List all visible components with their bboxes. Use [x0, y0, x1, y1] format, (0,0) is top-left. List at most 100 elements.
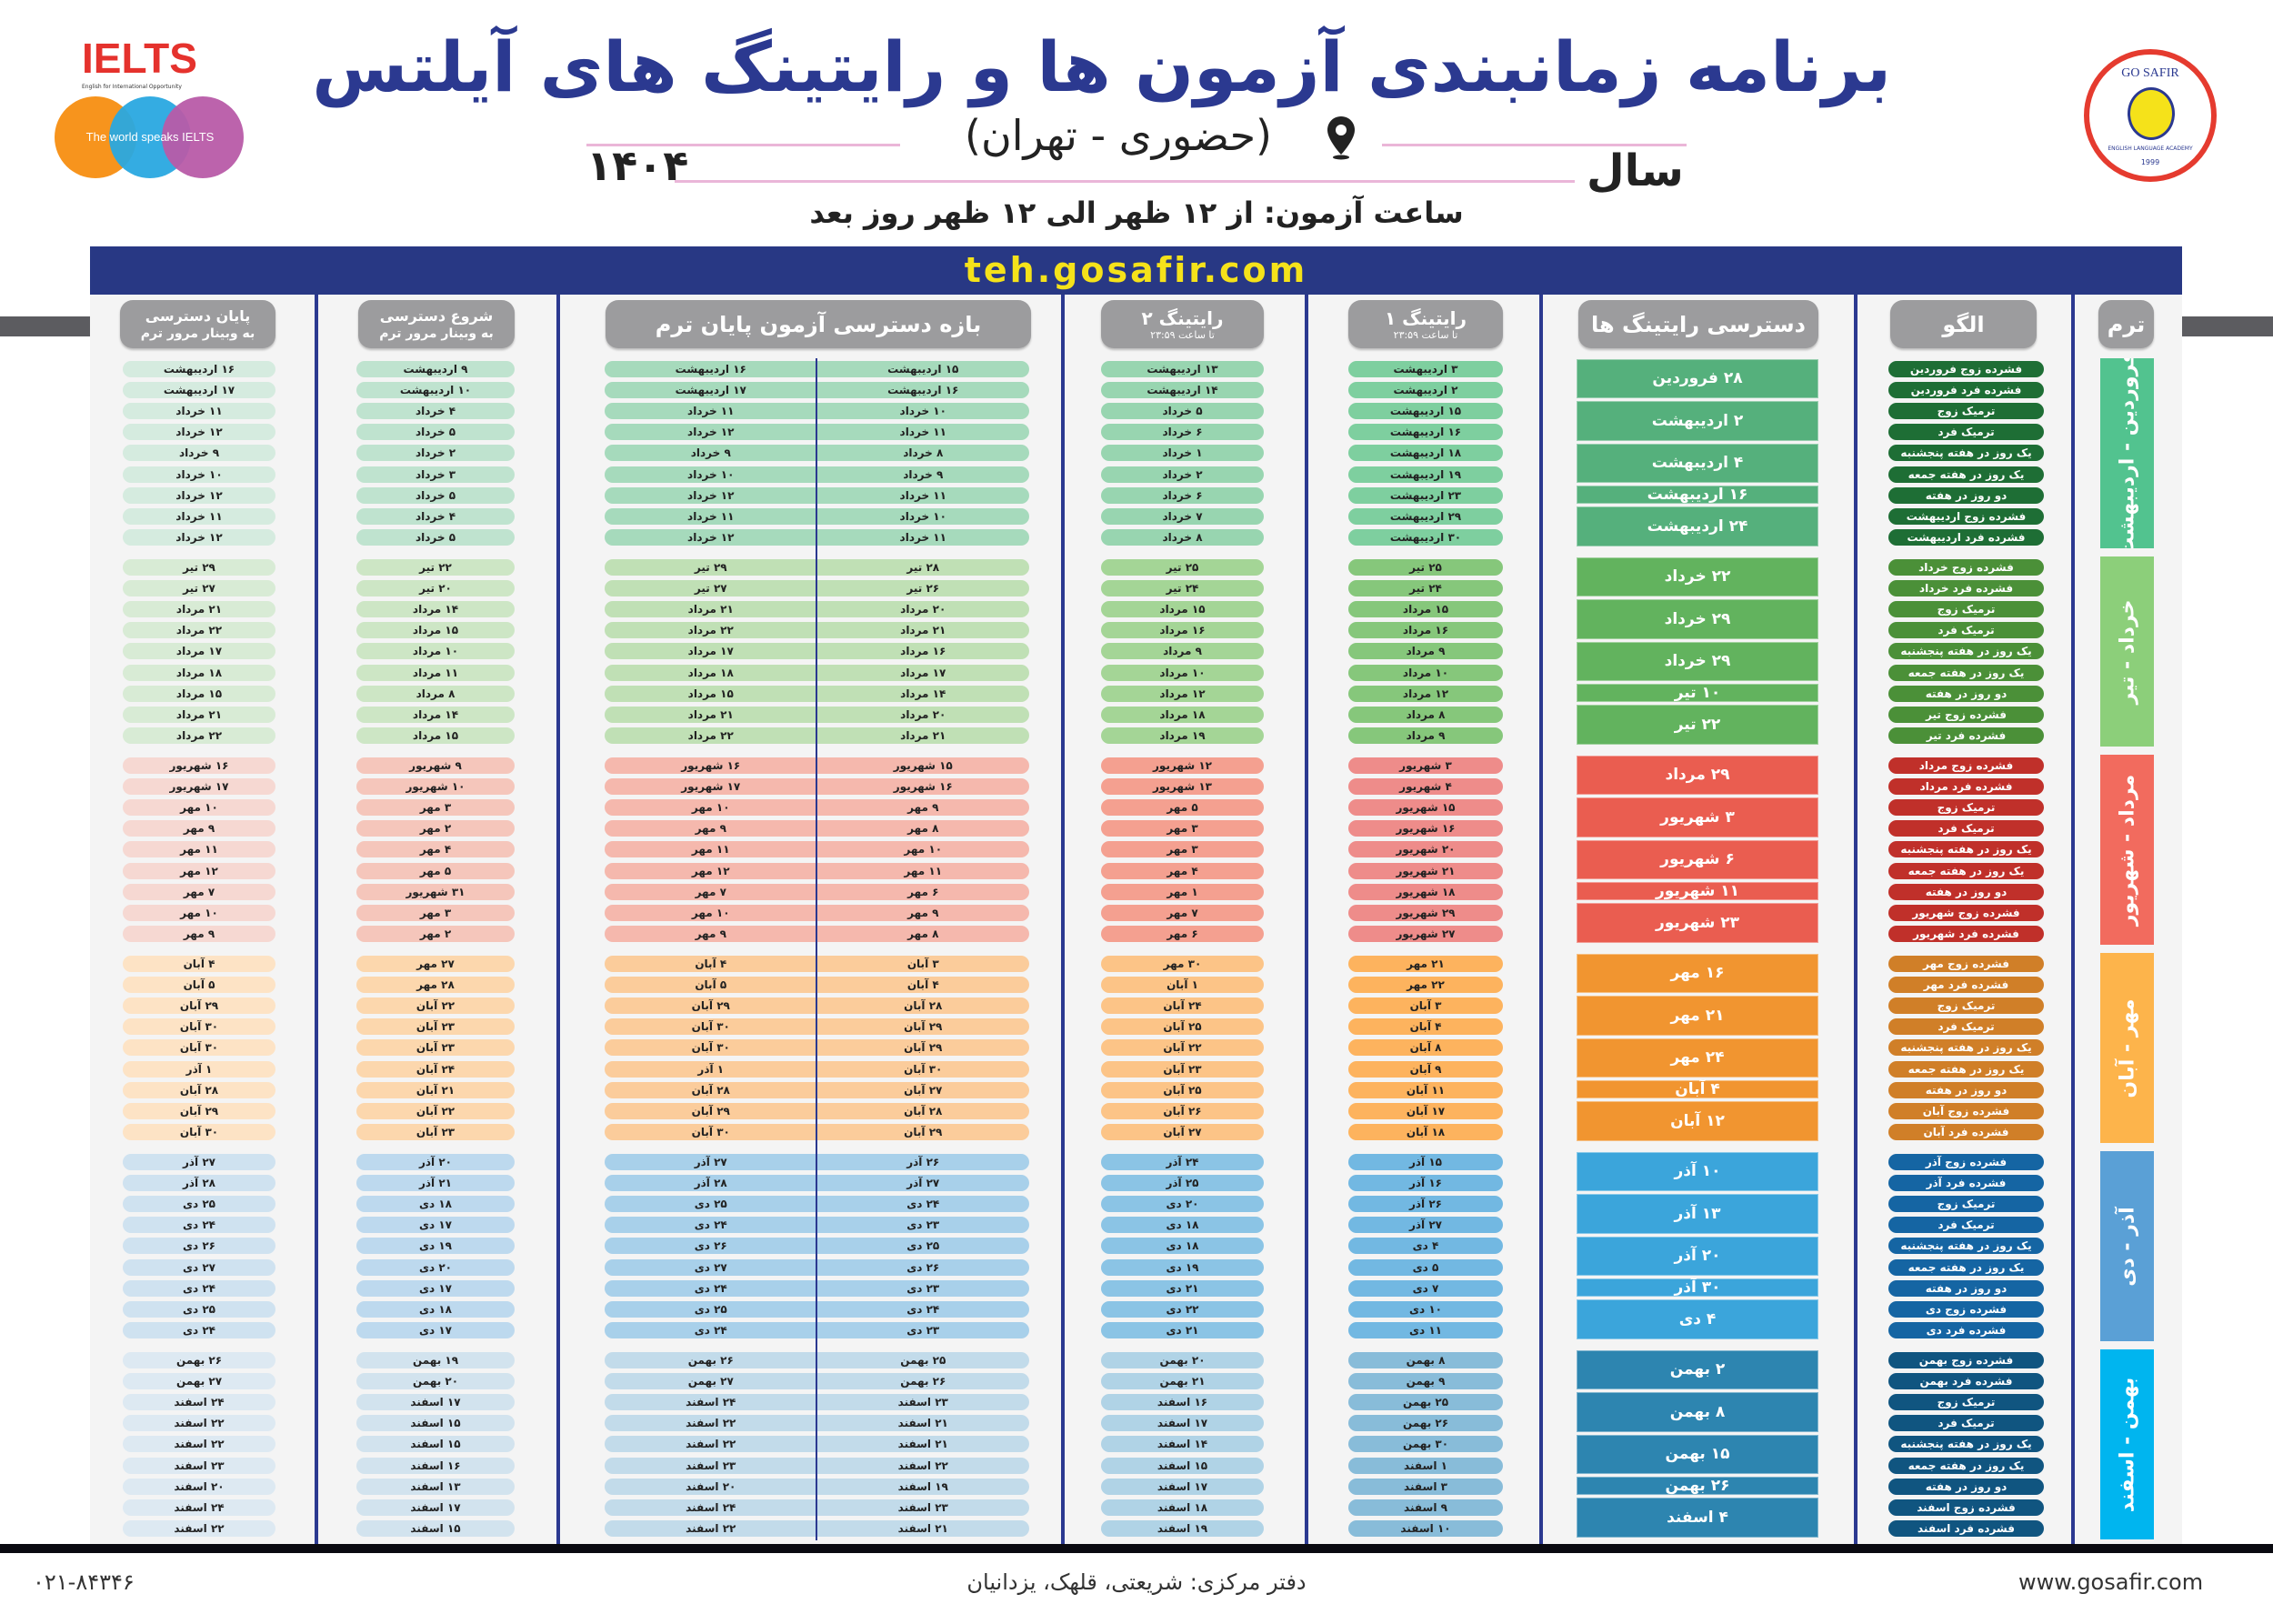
writing2-cell: ۱۵ اسفند [1101, 1457, 1264, 1474]
divider-line [1382, 144, 1687, 146]
writing2-cell: ۲۶ آبان [1101, 1103, 1264, 1119]
start-access-cell: ۲۷ مهر [356, 955, 515, 972]
start-access-cell: ۴ مهر [356, 841, 515, 858]
pattern-cell: یک روز در هفته جمعه [1888, 1457, 2044, 1474]
end-access-cell: ۱۲ خرداد [123, 529, 275, 546]
side-bar-left [0, 316, 90, 336]
end-access-cell: ۲۲ اسفند [123, 1520, 275, 1538]
writing-access-block: ۴ آبان [1577, 1080, 1818, 1099]
writing1-cell: ۱۱ دی [1348, 1322, 1503, 1339]
website-band[interactable]: teh.gosafir.com [90, 246, 2182, 295]
exam-to-date: ۲۴ دی [694, 1218, 727, 1232]
writing1-cell: ۱۰ دی [1348, 1301, 1503, 1318]
start-access-cell: ۲۲ تیر [356, 558, 515, 576]
exam-from-date: ۲۹ آبان [904, 1041, 943, 1055]
exam-to-date: ۲۲ مرداد [687, 729, 734, 743]
writing1-cell: ۳ آبان [1348, 997, 1503, 1014]
term-label-box: آذر - دی [2100, 1151, 2154, 1341]
exam-from-date: ۴ آبان [906, 977, 939, 991]
exam-to-date: ۱۱ خرداد [687, 510, 735, 523]
end-access-cell: ۳۰ آبان [123, 1018, 275, 1036]
writing1-cell: ۲۹ شهریور [1348, 905, 1503, 921]
exam-to-date: ۱۲ مهر [691, 864, 730, 877]
footer-phone: ۰۲۱-۸۴۳۴۶ [33, 1569, 135, 1595]
pattern-cell: ترمیک فرد [1888, 1415, 2044, 1432]
column-divider [1305, 295, 1308, 1553]
header-end-access: پایان دسترسی به وبینار مرور ترم [120, 300, 275, 348]
writing-access-block: ۲۸ فروردین [1577, 359, 1818, 399]
pattern-cell: فشرده زوج بهمن [1888, 1351, 2044, 1368]
end-access-cell: ۲۴ دی [123, 1217, 275, 1234]
start-access-cell: ۹ شهریور [356, 757, 515, 774]
pattern-cell: فشرده فرد دی [1888, 1322, 2044, 1339]
writing1-cell: ۱۶ اردیبهشت [1348, 424, 1503, 441]
writing-access-block: ۲۹ مرداد [1577, 756, 1818, 796]
exam-to-date: ۲۹ آبان [691, 999, 730, 1012]
end-access-cell: ۱۱ خرداد [123, 403, 275, 419]
writing-access-block: ۲۲ خرداد [1577, 557, 1818, 597]
divider-line [586, 144, 900, 146]
exam-to-date: ۱ آذر [697, 1062, 725, 1076]
writing-access-block: ۲۶ بهمن [1577, 1477, 1818, 1496]
footer-website[interactable]: www.gosafir.com [2018, 1569, 2204, 1595]
pattern-cell: یک روز در هفته پنجشنبه [1888, 841, 2044, 858]
writing-access-block: ۸ بهمن [1577, 1392, 1818, 1432]
writing1-cell: ۵ دی [1348, 1258, 1503, 1276]
start-access-cell: ۱۹ بهمن [356, 1351, 515, 1368]
exam-from-date: ۲۰ مرداد [900, 603, 946, 616]
term-label-box: خرداد - تیر [2100, 556, 2154, 747]
exam-to-date: ۱۱ مهر [691, 843, 730, 857]
end-access-cell: ۲۴ دی [123, 1322, 275, 1339]
writing1-cell: ۲۹ اردیبهشت [1348, 508, 1503, 525]
writing2-cell: ۳ مهر [1101, 820, 1264, 837]
exam-from-date: ۳ آبان [906, 957, 939, 970]
start-access-cell: ۵ خرداد [356, 486, 515, 504]
writing2-cell: ۱۸ اسفند [1101, 1499, 1264, 1516]
exam-from-date: ۲۹ آبان [904, 1020, 943, 1034]
writing2-cell: ۲۵ آبان [1101, 1081, 1264, 1098]
start-access-cell: ۲۱ آبان [356, 1081, 515, 1098]
end-access-cell: ۲۳ اسفند [123, 1457, 275, 1474]
ielts-slogan: The world speaks IELTS [85, 130, 215, 144]
exam-to-date: ۹ مهر [695, 822, 726, 836]
writing1-cell: ۱۶ مرداد [1348, 622, 1503, 639]
start-access-cell: ۲۳ آبان [356, 1039, 515, 1057]
exam-from-date: ۱۴ مرداد [900, 687, 946, 700]
writing2-cell: ۱۵ مرداد [1101, 601, 1264, 617]
writing2-cell: ۲۰ بهمن [1101, 1351, 1264, 1368]
end-access-cell: ۲۹ آبان [123, 1103, 275, 1119]
pattern-cell: ترمیک فرد [1888, 1217, 2044, 1234]
end-access-cell: ۲۶ بهمن [123, 1351, 275, 1368]
gosafir-emblem [2128, 87, 2175, 140]
writing2-cell: ۱۷ اسفند [1101, 1478, 1264, 1495]
exam-from-date: ۹ خرداد [903, 467, 944, 481]
end-access-cell: ۵ آبان [123, 976, 275, 993]
term-label-text: فروردین - اردیبهشت [2116, 358, 2138, 548]
pattern-cell: فشرده زوج دی [1888, 1301, 2044, 1318]
header-pattern: الگو [1890, 300, 2037, 348]
writing-access-block: ۲۹ خرداد [1577, 599, 1818, 639]
start-access-cell: ۱۸ دی [356, 1301, 515, 1318]
writing1-cell: ۳۰ بهمن [1348, 1436, 1503, 1453]
writing2-cell: ۱۹ اسفند [1101, 1520, 1264, 1538]
writing2-cell: ۹ مرداد [1101, 643, 1264, 660]
exam-to-date: ۱۲ خرداد [687, 488, 735, 502]
exam-to-date: ۱۶ اردیبهشت [675, 362, 746, 376]
writing1-cell: ۳۰ اردیبهشت [1348, 529, 1503, 546]
gosafir-logo: GO SAFIR ENGLISH LANGUAGE ACADEMY 1999 [2084, 49, 2217, 182]
writing-access-block: ۲ بهمن [1577, 1350, 1818, 1390]
writing2-cell: ۸ خرداد [1101, 529, 1264, 546]
exam-to-date: ۱۲ خرداد [687, 531, 735, 545]
writing1-cell: ۹ اسفند [1348, 1499, 1503, 1516]
exam-to-date: ۲۴ دی [694, 1324, 727, 1338]
end-access-cell: ۱۷ مرداد [123, 643, 275, 660]
writing1-cell: ۲ اردیبهشت [1348, 381, 1503, 398]
pattern-cell: یک روز در هفته جمعه [1888, 664, 2044, 681]
end-access-cell: ۲۰ اسفند [123, 1478, 275, 1495]
exam-from-date: ۲۳ دی [906, 1324, 940, 1338]
pattern-cell: فشرده زوج مرداد [1888, 757, 2044, 774]
pattern-cell: فشرده فرد خرداد [1888, 579, 2044, 596]
gosafir-logo-tagline: ENGLISH LANGUAGE ACADEMY [2108, 145, 2193, 152]
header-writing-access: دسترسی رایتینگ ها [1578, 300, 1818, 348]
start-access-cell: ۵ خرداد [356, 424, 515, 441]
